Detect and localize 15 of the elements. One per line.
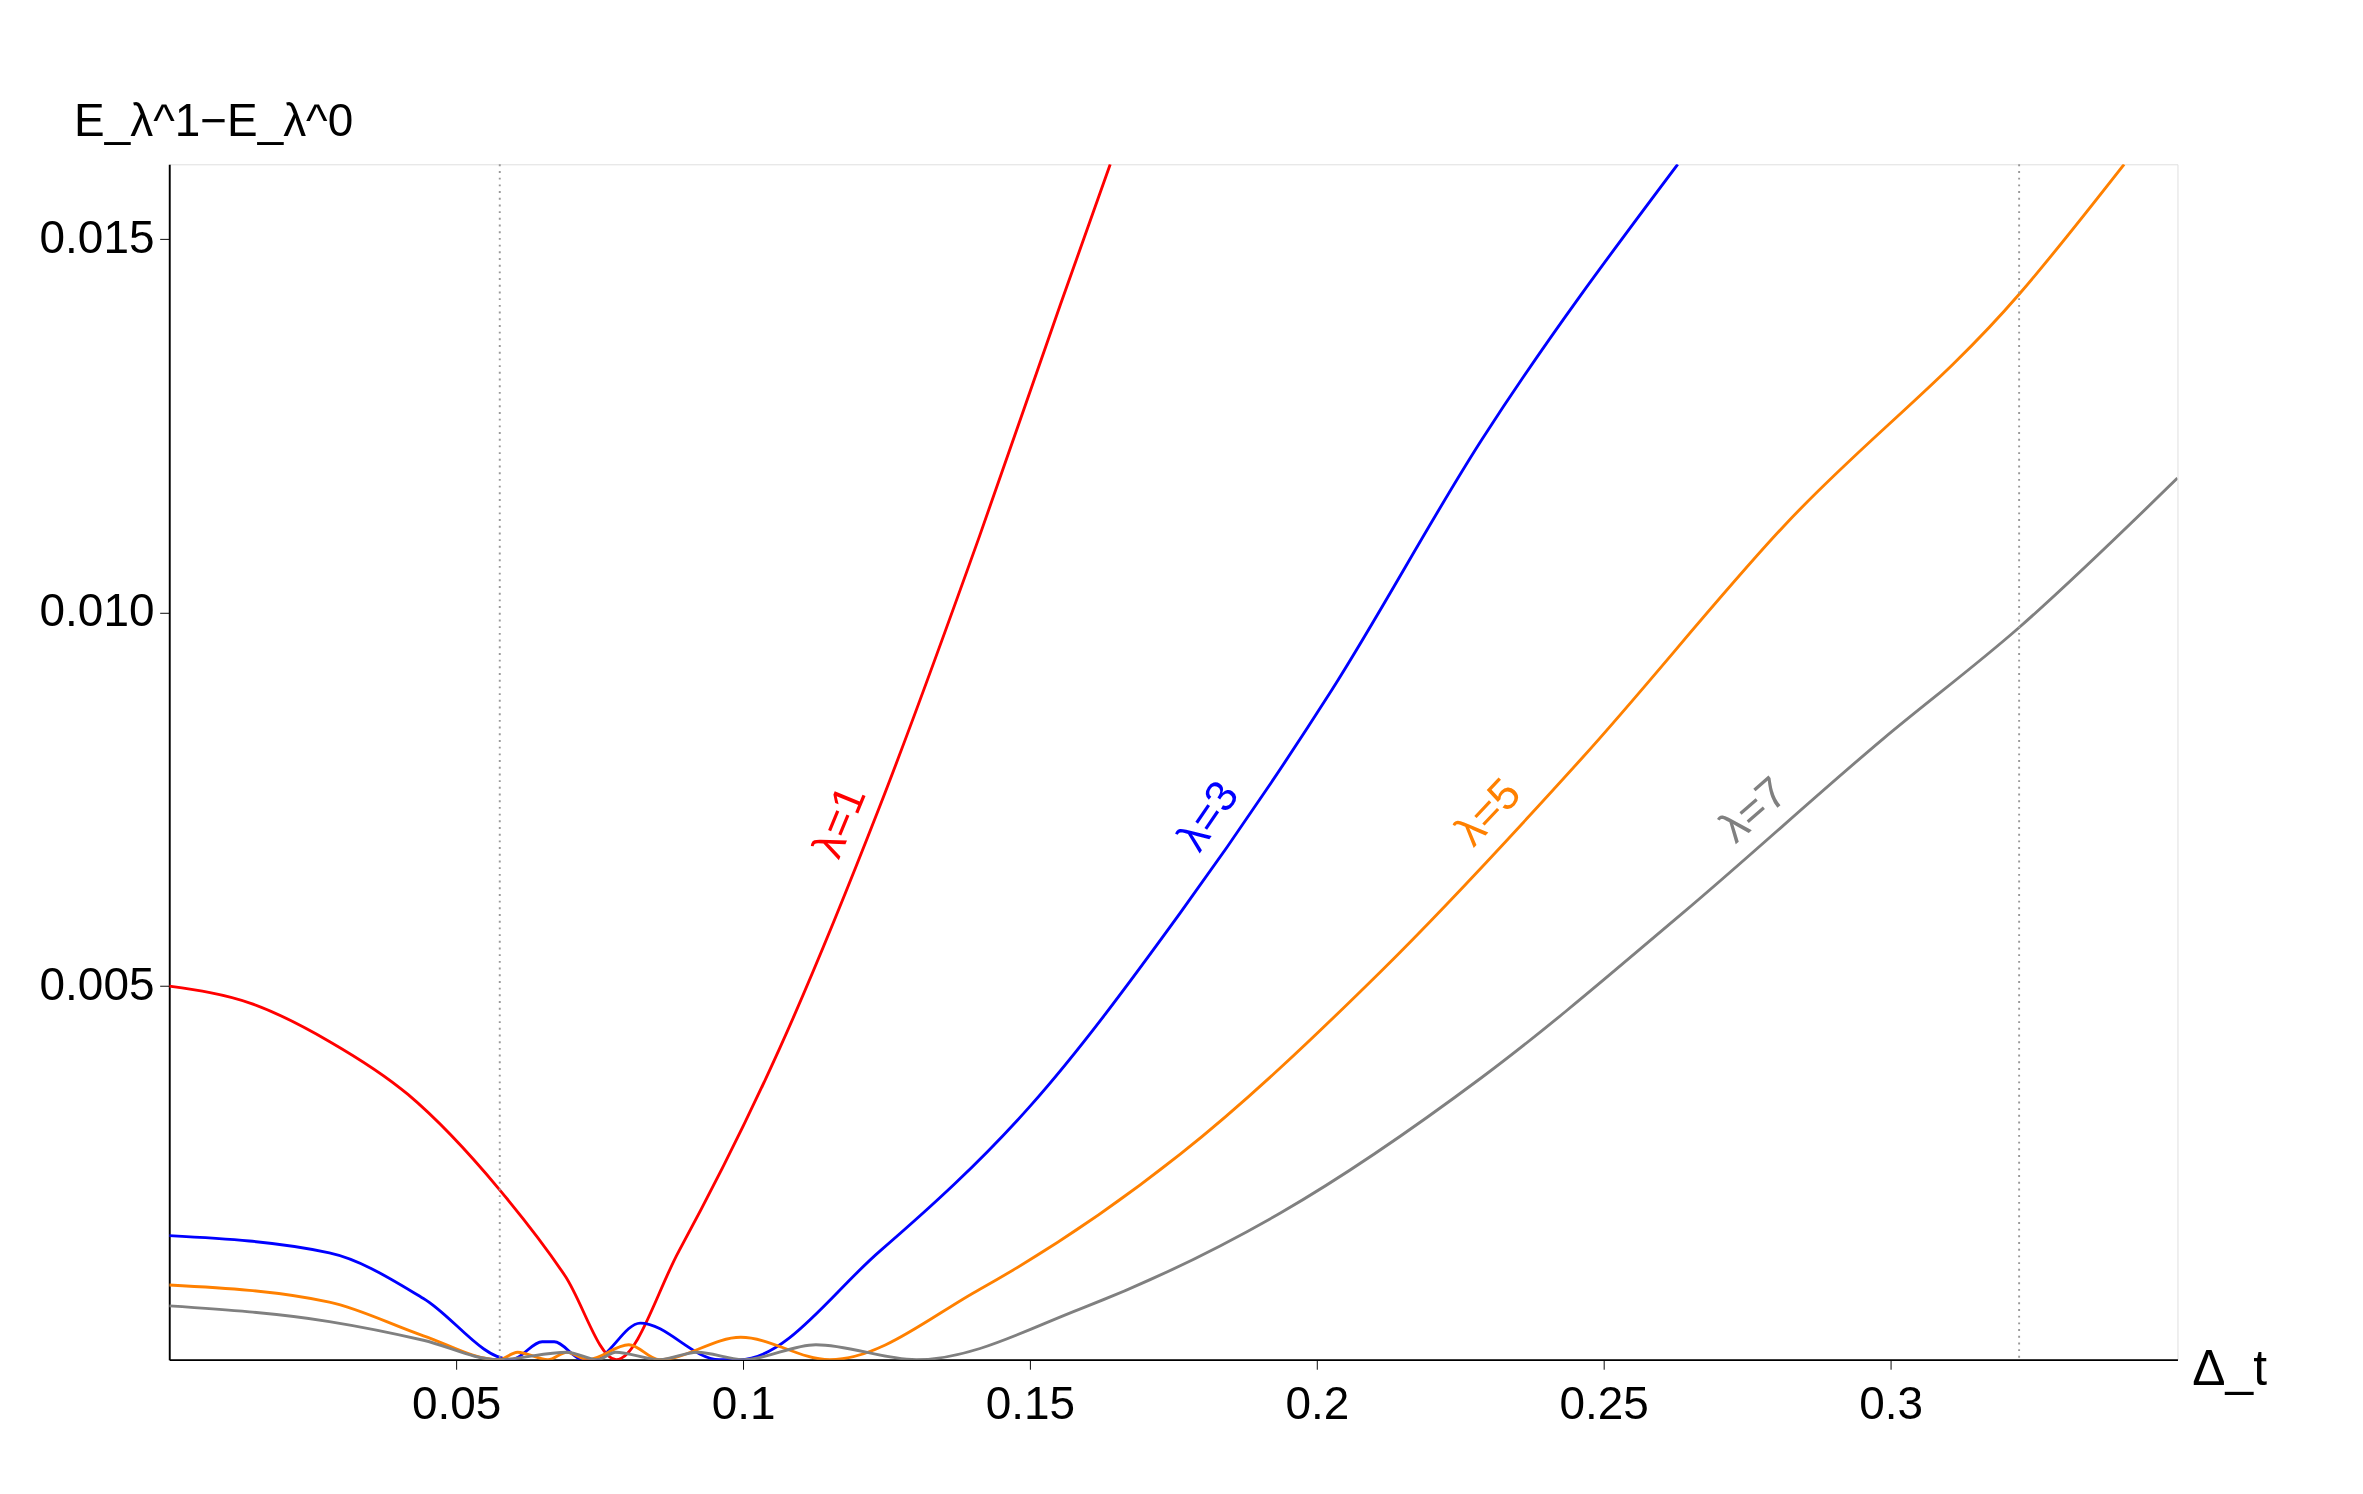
text: λ=7 <box>1709 766 1796 852</box>
y-axis-title: E_λ^1−E_λ^0 <box>74 94 354 147</box>
y-tick-label: 0.015 <box>39 210 155 263</box>
y-tick-label: 0.010 <box>39 584 155 637</box>
x-tick-label: 0.05 <box>411 1377 502 1430</box>
x-tick-label: 0.15 <box>985 1377 1076 1430</box>
text: λ=1 <box>801 778 875 864</box>
x-axis-title: Δ_t <box>2192 1340 2268 1397</box>
x-tick-label: 0.25 <box>1559 1377 1649 1430</box>
text: λ=5 <box>1444 768 1530 855</box>
y-tick-label: 0.005 <box>39 957 155 1010</box>
x-tick-label: 0.2 <box>1285 1377 1350 1430</box>
x-tick-label: 0.3 <box>1859 1377 1923 1430</box>
x-tick-label: 0.1 <box>711 1377 776 1430</box>
text: λ=3 <box>1166 771 1248 859</box>
